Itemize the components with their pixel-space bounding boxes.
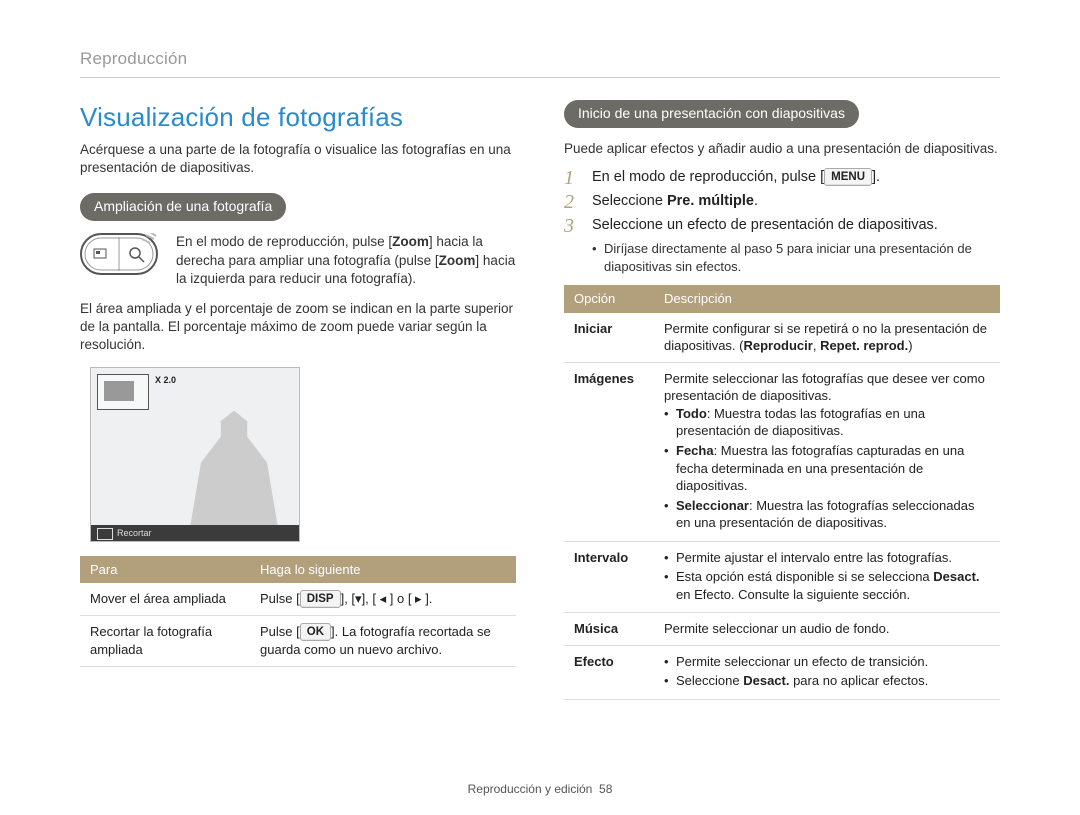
zoom-key: Zoom bbox=[392, 234, 429, 249]
table-header: Descripción bbox=[654, 285, 1000, 313]
page-title: Visualización de fotografías bbox=[80, 100, 516, 135]
silhouette-figure bbox=[179, 411, 289, 541]
steps-list: 1 En el modo de reproducción, pulse [MEN… bbox=[564, 168, 1000, 236]
table-header: Para bbox=[80, 556, 250, 584]
page-footer: Reproducción y edición 58 bbox=[0, 781, 1080, 797]
table-row: Mover el área ampliada Pulse [DISP], [▾]… bbox=[80, 583, 516, 616]
table-header: Opción bbox=[564, 285, 654, 313]
zoom-area-text: El área ampliada y el porcentaje de zoom… bbox=[80, 300, 516, 355]
step-number: 2 bbox=[564, 192, 582, 212]
step-sub-bullets: Diríjase directamente al paso 5 para ini… bbox=[592, 240, 1000, 275]
zoom-toggle-icon bbox=[80, 233, 158, 275]
zoom-level-label: X 2.0 bbox=[155, 374, 176, 386]
menu-key-icon: MENU bbox=[824, 168, 872, 186]
table-row: Recortar la fotografía ampliada Pulse [O… bbox=[80, 616, 516, 667]
preview-bottom-bar: Recortar bbox=[91, 525, 299, 541]
options-table: Opción Descripción IniciarPermite config… bbox=[564, 285, 1000, 700]
zoom-instruction-text: En el modo de reproducción, pulse [Zoom]… bbox=[176, 233, 516, 288]
table-row: IniciarPermite configurar si se repetirá… bbox=[564, 313, 1000, 363]
zoom-preview-screenshot: X 2.0 Recortar bbox=[90, 367, 300, 542]
ok-key-icon: OK bbox=[300, 623, 331, 641]
navigator-box bbox=[97, 374, 149, 410]
table-row: EfectoPermite seleccionar un efecto de t… bbox=[564, 645, 1000, 699]
table-header: Haga lo siguiente bbox=[250, 556, 516, 584]
right-column: Inicio de una presentación con diapositi… bbox=[564, 100, 1000, 700]
zoom-control-row: En el modo de reproducción, pulse [Zoom]… bbox=[80, 233, 516, 288]
section-heading-slideshow: Inicio de una presentación con diapositi… bbox=[564, 100, 859, 128]
horizontal-rule bbox=[80, 77, 1000, 78]
step-item: 2 Seleccione Pre. múltiple. bbox=[564, 192, 1000, 212]
section-heading-zoom: Ampliación de una fotografía bbox=[80, 193, 286, 221]
left-column: Visualización de fotografías Acérquese a… bbox=[80, 100, 516, 700]
step-number: 3 bbox=[564, 216, 582, 236]
step-item: 3 Seleccione un efecto de presentación d… bbox=[564, 216, 1000, 236]
table-row: ImágenesPermite seleccionar las fotograf… bbox=[564, 362, 1000, 541]
table-row: MúsicaPermite seleccionar un audio de fo… bbox=[564, 613, 1000, 646]
disp-key-icon: DISP bbox=[300, 590, 341, 608]
step-item: 1 En el modo de reproducción, pulse [MEN… bbox=[564, 168, 1000, 188]
zoom-key: Zoom bbox=[439, 253, 476, 268]
step-number: 1 bbox=[564, 168, 582, 188]
two-column-layout: Visualización de fotografías Acérquese a… bbox=[80, 100, 1000, 700]
slideshow-intro: Puede aplicar efectos y añadir audio a u… bbox=[564, 140, 1000, 158]
sub-bullet: Diríjase directamente al paso 5 para ini… bbox=[592, 240, 1000, 275]
actions-table: Para Haga lo siguiente Mover el área amp… bbox=[80, 556, 516, 667]
breadcrumb: Reproducción bbox=[80, 48, 1000, 71]
table-row: IntervaloPermite ajustar el intervalo en… bbox=[564, 541, 1000, 613]
intro-text: Acérquese a una parte de la fotografía o… bbox=[80, 141, 516, 177]
